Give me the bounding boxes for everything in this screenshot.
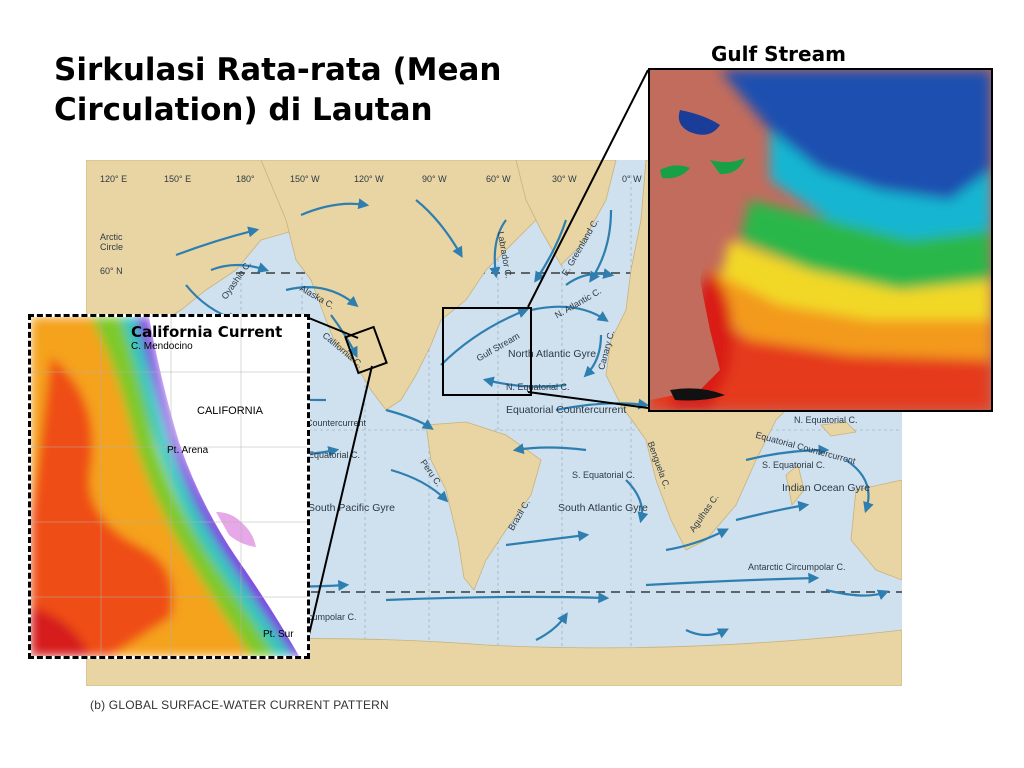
current-label: Equatorial Countercurrent bbox=[506, 404, 627, 416]
place-label: Pt. Arena bbox=[167, 445, 209, 456]
longitude-label: 0° W bbox=[622, 174, 642, 184]
longitude-label: 180° bbox=[236, 174, 255, 184]
current-label: Equatorial C. bbox=[308, 450, 361, 460]
california-current-sst-inset: California Current C. Mendocino CALIFORN… bbox=[28, 314, 310, 659]
figure-caption: (b) GLOBAL SURFACE-WATER CURRENT PATTERN bbox=[90, 698, 389, 712]
longitude-label: 90° W bbox=[422, 174, 447, 184]
place-label: Pt. Sur bbox=[263, 629, 294, 640]
current-label: S. Equatorial C. bbox=[572, 470, 636, 480]
gulf-stream-sst-inset bbox=[648, 68, 993, 412]
latitude-label: 60° N bbox=[100, 266, 123, 276]
gulf-stream-highlight-box bbox=[442, 307, 532, 396]
current-label: Antarctic Circumpolar C. bbox=[748, 562, 846, 572]
current-label: N. Equatorial C. bbox=[794, 415, 858, 425]
longitude-label: 120° E bbox=[100, 174, 128, 184]
california-current-sst-image bbox=[31, 317, 307, 656]
gulf-stream-sst-image bbox=[650, 70, 991, 410]
current-label: N. Equatorial C. bbox=[506, 382, 570, 392]
longitude-label: 150° E bbox=[164, 174, 192, 184]
gyre-label: South Pacific Gyre bbox=[308, 502, 395, 514]
region-label: CALIFORNIA bbox=[197, 405, 264, 417]
gyre-label: South Atlantic Gyre bbox=[558, 502, 648, 514]
longitude-label: 30° W bbox=[552, 174, 577, 184]
place-label: C. Mendocino bbox=[131, 341, 193, 352]
gulf-stream-title: Gulf Stream bbox=[711, 42, 846, 66]
longitude-label: 60° W bbox=[486, 174, 511, 184]
arctic-circle-label: Arctic Circle bbox=[100, 232, 124, 252]
current-label: cumpolar C. bbox=[308, 612, 357, 622]
current-label: Countercurrent bbox=[306, 418, 367, 428]
current-label: S. Equatorial C. bbox=[762, 460, 826, 470]
california-current-title: California Current bbox=[131, 323, 283, 341]
longitude-label: 150° W bbox=[290, 174, 320, 184]
longitude-label: 120° W bbox=[354, 174, 384, 184]
slide-title: Sirkulasi Rata-rata (Mean Circulation) d… bbox=[54, 52, 502, 128]
